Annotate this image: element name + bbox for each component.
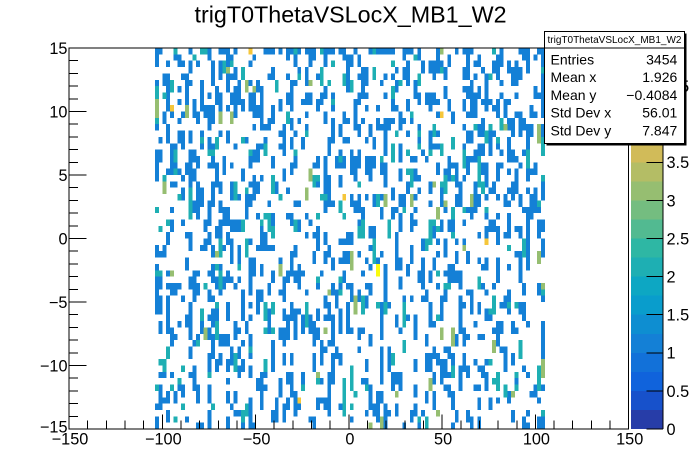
svg-text:Entries: Entries: [551, 51, 595, 67]
svg-text:Mean x: Mean x: [551, 69, 597, 85]
svg-text:−50: −50: [243, 431, 271, 449]
svg-text:3.5: 3.5: [667, 154, 690, 172]
svg-text:2: 2: [667, 269, 676, 287]
svg-text:trigT0ThetaVSLocX_MB1_W2: trigT0ThetaVSLocX_MB1_W2: [548, 35, 682, 46]
svg-text:0: 0: [58, 230, 67, 248]
svg-text:−5: −5: [49, 294, 68, 312]
svg-text:3454: 3454: [646, 51, 677, 67]
svg-text:0: 0: [667, 421, 676, 439]
svg-text:3: 3: [667, 192, 676, 210]
svg-text:1.926: 1.926: [642, 69, 677, 85]
svg-text:56.01: 56.01: [642, 105, 677, 121]
svg-text:1.5: 1.5: [667, 307, 690, 325]
svg-text:0.5: 0.5: [667, 383, 690, 401]
svg-text:Std Dev y: Std Dev y: [551, 123, 612, 139]
svg-text:trigT0ThetaVSLocX_MB1_W2: trigT0ThetaVSLocX_MB1_W2: [194, 2, 506, 28]
svg-text:5: 5: [58, 167, 67, 185]
svg-text:10: 10: [49, 103, 67, 121]
svg-text:150: 150: [616, 431, 643, 449]
svg-text:50: 50: [434, 431, 452, 449]
svg-text:2.5: 2.5: [667, 230, 690, 248]
svg-text:15: 15: [49, 40, 67, 58]
svg-text:Std Dev x: Std Dev x: [551, 105, 612, 121]
svg-text:7.847: 7.847: [642, 123, 677, 139]
svg-text:100: 100: [523, 431, 550, 449]
svg-text:−15: −15: [40, 418, 68, 436]
svg-text:−10: −10: [40, 357, 68, 375]
svg-text:−100: −100: [145, 431, 182, 449]
svg-text:1: 1: [667, 345, 676, 363]
svg-text:−150: −150: [52, 431, 89, 449]
svg-text:Mean y: Mean y: [551, 87, 597, 103]
svg-text:−0.4084: −0.4084: [626, 87, 677, 103]
svg-text:0: 0: [345, 431, 354, 449]
